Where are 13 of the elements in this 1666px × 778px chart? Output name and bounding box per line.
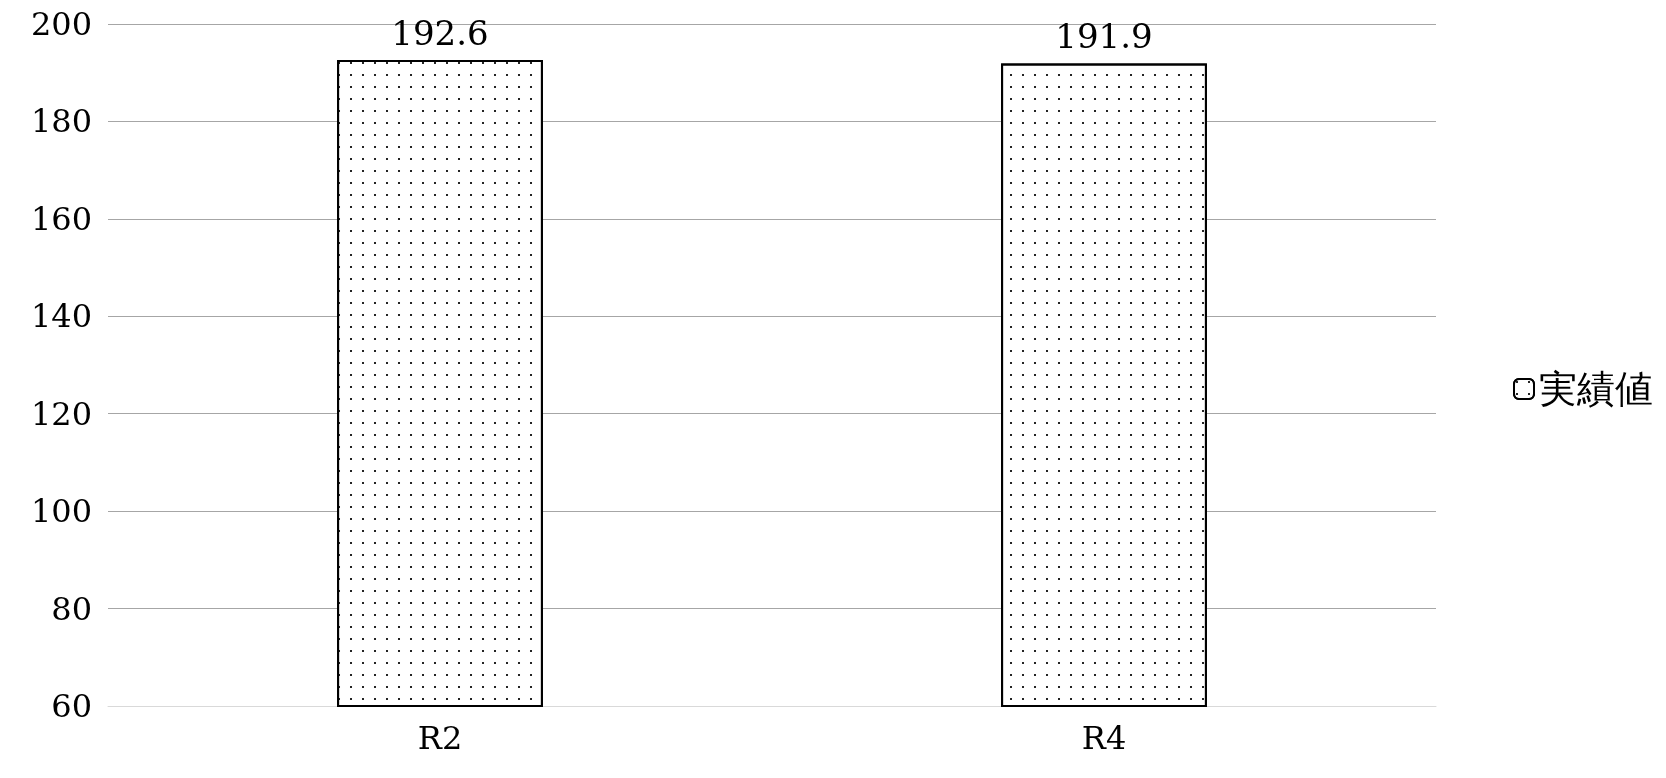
y-tick-label: 80	[51, 589, 92, 628]
y-tick-label: 120	[30, 394, 92, 433]
data-label: 191.9	[1055, 16, 1153, 57]
legend-label: 実績値	[1539, 367, 1653, 411]
y-tick-label: 60	[51, 687, 92, 725]
data-label: 192.6	[391, 13, 489, 54]
x-tick-label: R2	[417, 719, 463, 757]
y-tick-label: 200	[30, 5, 92, 43]
y-tick-label: 180	[30, 102, 92, 141]
y-tick-label: 100	[30, 492, 92, 531]
y-tick-label: 160	[30, 199, 92, 238]
x-tick-label: R4	[1081, 719, 1127, 757]
y-tick-label: 140	[30, 297, 92, 336]
